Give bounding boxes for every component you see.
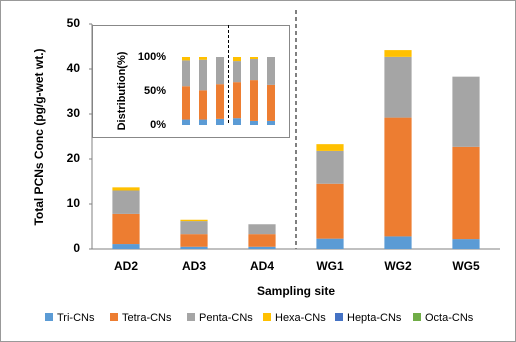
legend-swatch — [45, 313, 53, 321]
y-tick-label: 20 — [67, 151, 81, 165]
bar-segment — [316, 150, 344, 184]
bar-segment — [182, 57, 190, 61]
bar-segment — [250, 80, 258, 121]
x-tick-label: AD3 — [182, 259, 206, 273]
bar-segment — [182, 86, 190, 120]
bar-segment — [182, 119, 190, 125]
bar-segment — [112, 213, 140, 245]
bar-segment — [180, 234, 208, 247]
bar-segment — [267, 57, 275, 85]
bar-segment — [384, 117, 412, 237]
legend-swatch — [110, 313, 118, 321]
bar-segment — [112, 244, 140, 249]
bar-segment — [384, 50, 412, 57]
bar-segment — [250, 59, 258, 81]
inset-y-axis-title: Distribution(%) — [116, 51, 128, 130]
bar-segment — [199, 59, 207, 91]
bar-segment — [216, 118, 224, 125]
y-tick-label: 100% — [138, 51, 166, 63]
bar-segment — [452, 239, 480, 249]
bar-segment — [112, 190, 140, 214]
legend-label: Tetra-CNs — [122, 312, 172, 324]
y-tick-label: 0 — [73, 241, 80, 255]
bar-segment — [216, 84, 224, 119]
bar-segment — [180, 246, 208, 249]
y-tick-label: 30 — [67, 106, 81, 120]
x-tick-label: WG2 — [384, 259, 412, 273]
x-tick-label: WG5 — [452, 259, 480, 273]
bar-segment — [233, 57, 241, 62]
legend-label: Hepta-CNs — [347, 312, 402, 324]
x-tick-label: AD2 — [114, 259, 138, 273]
bar-segment — [112, 187, 140, 191]
x-tick-label: AD4 — [250, 259, 274, 273]
bar-segment — [199, 119, 207, 125]
bar-segment — [267, 120, 275, 125]
legend-swatch — [413, 313, 421, 321]
bar-segment — [216, 57, 224, 85]
bar-segment — [199, 57, 207, 60]
legend-swatch — [263, 313, 271, 321]
legend-label: Tri-CNs — [57, 312, 95, 324]
bar-segment — [180, 219, 208, 222]
bar-segment — [452, 146, 480, 240]
x-axis-title: Sampling site — [257, 284, 335, 298]
bar-segment — [233, 82, 241, 119]
legend-swatch — [187, 313, 195, 321]
bar-segment — [267, 84, 275, 121]
y-tick-label: 50 — [67, 16, 81, 30]
bar-segment — [199, 90, 207, 120]
x-tick-label: WG1 — [316, 259, 344, 273]
bar-segment — [316, 183, 344, 239]
bar-segment — [250, 120, 258, 125]
bar-segment — [452, 76, 480, 147]
y-tick-label: 50% — [144, 85, 166, 97]
bar-segment — [233, 118, 241, 125]
legend-label: Hexa-CNs — [275, 312, 326, 324]
legend-label: Octa-CNs — [425, 312, 474, 324]
y-axis-title: Total PCNs Conc (pg/g-wet wt.) — [32, 48, 46, 225]
y-tick-label: 40 — [67, 61, 81, 75]
legend-swatch — [335, 313, 343, 321]
bar-segment — [384, 236, 412, 249]
bar-segment — [316, 238, 344, 249]
bar-segment — [316, 144, 344, 151]
bar-segment — [180, 221, 208, 235]
bar-segment — [384, 56, 412, 118]
bar-segment — [250, 57, 258, 60]
y-tick-label: 0% — [150, 119, 166, 131]
y-tick-label: 10 — [67, 196, 81, 210]
bar-segment — [248, 224, 276, 235]
bar-segment — [248, 234, 276, 247]
bar-segment — [182, 60, 190, 87]
bar-segment — [248, 246, 276, 249]
bar-segment — [233, 61, 241, 83]
legend-label: Penta-CNs — [199, 312, 253, 324]
